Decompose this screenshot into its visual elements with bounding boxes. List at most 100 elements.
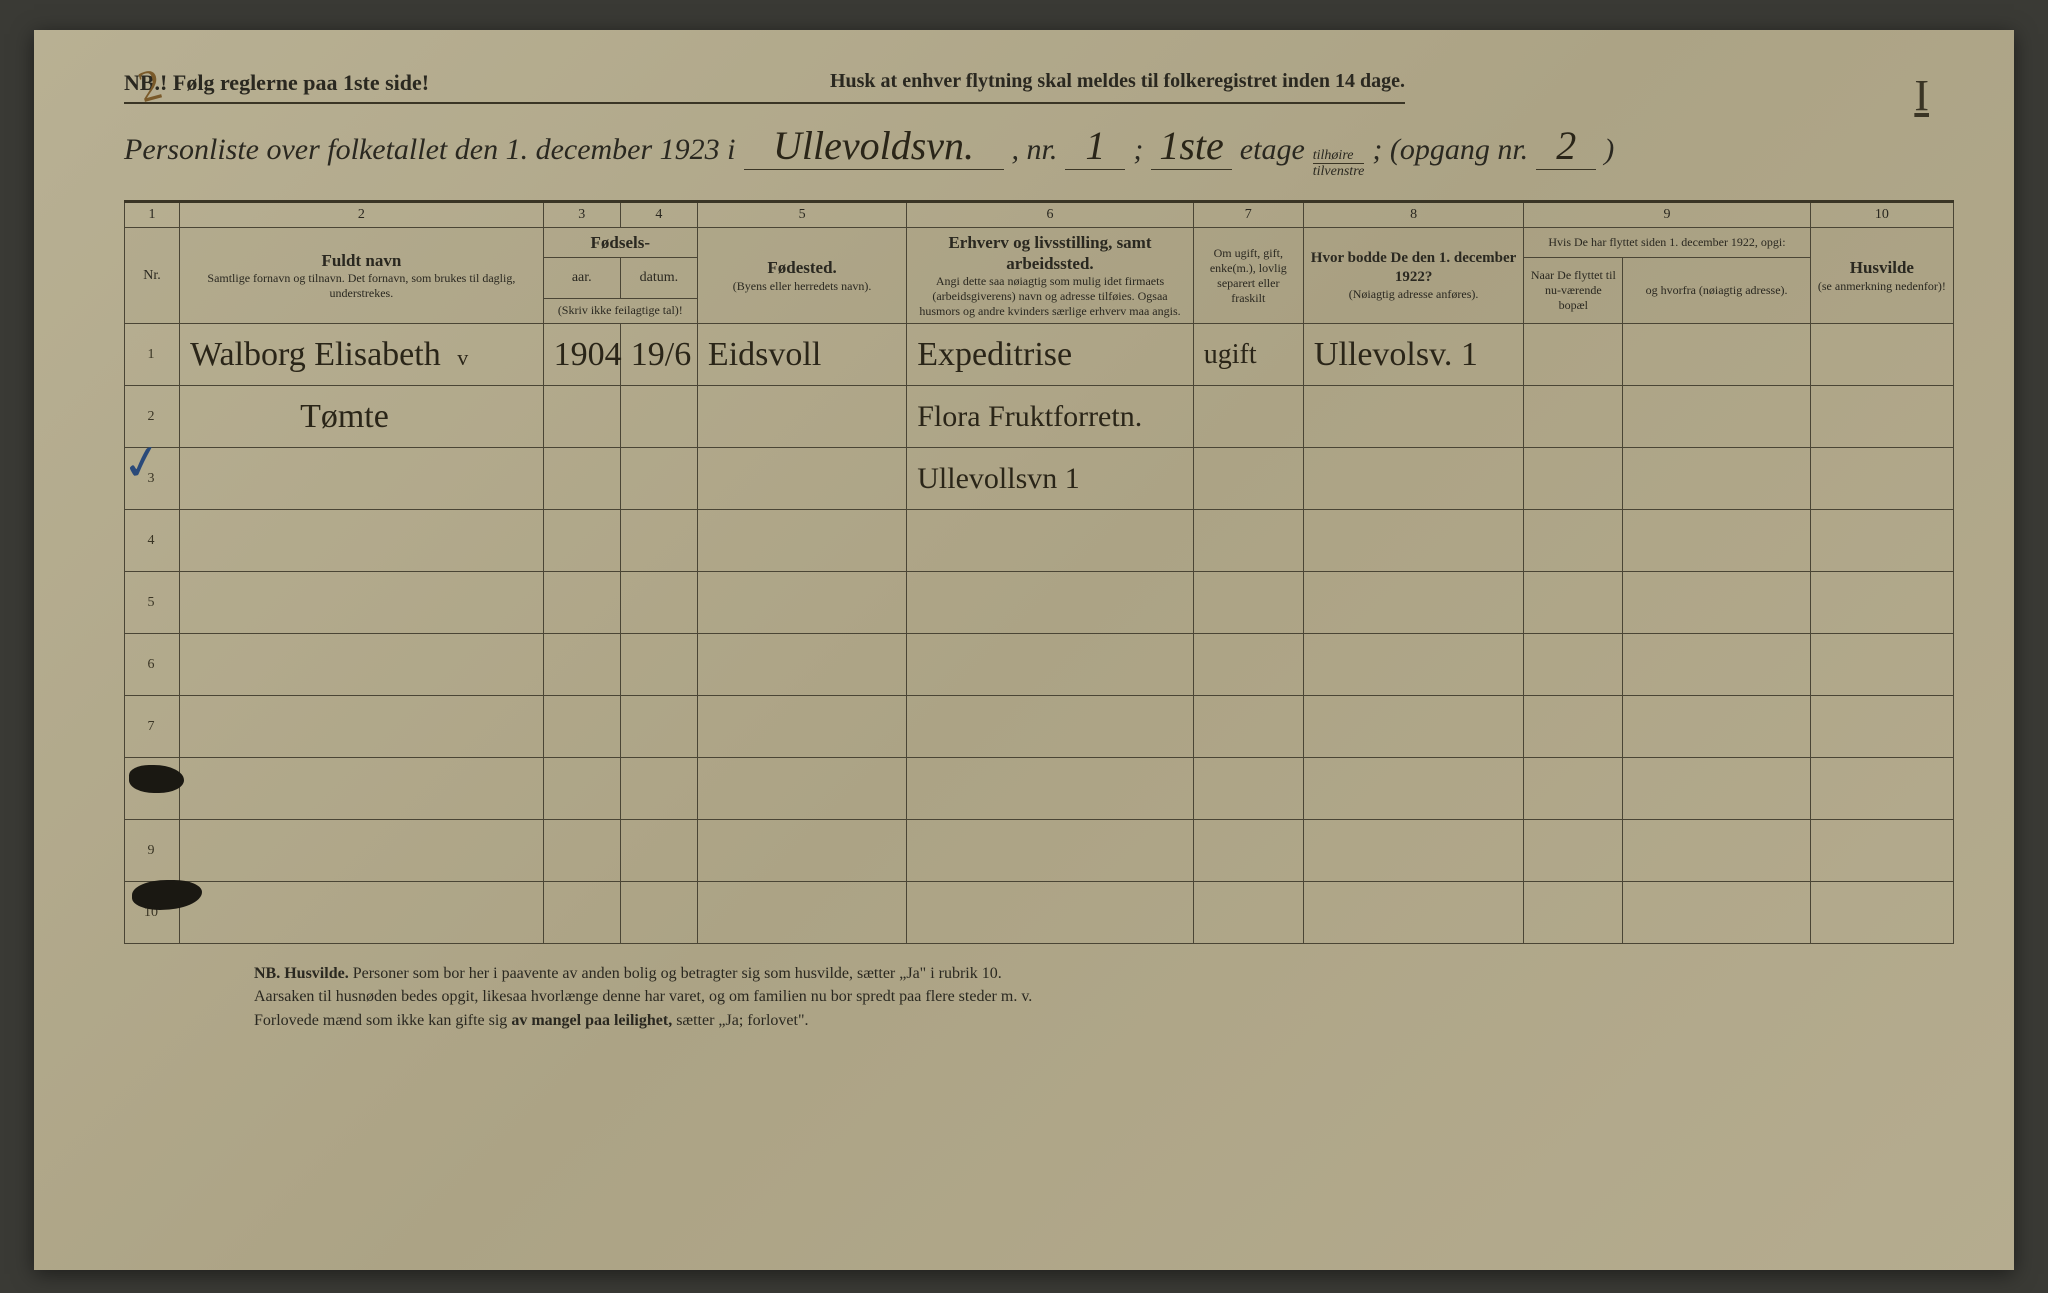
table-row: 6	[125, 634, 1954, 696]
header-occupation-sub: Angi dette saa nøiagtig som mulig idet f…	[913, 274, 1186, 319]
header-birthplace-main: Fødested.	[704, 257, 900, 278]
col-num: 8	[1303, 201, 1523, 227]
table-header: 1 2 3 4 5 6 7 8 9 10 Nr. Fuldt navn Samt…	[125, 201, 1954, 324]
cell-birth-date: 19/6	[620, 324, 697, 386]
header-moved-from: og hvorfra (nøiagtig adresse).	[1623, 258, 1810, 324]
header-name-sub: Samtlige fornavn og tilnavn. Det fornavn…	[186, 271, 537, 301]
entrance-number-handwritten: 2	[1536, 122, 1596, 170]
street-name-handwritten: Ullevoldsvn.	[744, 122, 1004, 170]
cell-empty	[697, 386, 906, 448]
cell-moved-from	[1623, 324, 1810, 386]
row-number: 7	[125, 696, 180, 758]
footnote-husvilde: Husvilde.	[284, 965, 348, 982]
birth-date-value: 19/6	[631, 336, 691, 373]
opgang-suffix: )	[1604, 133, 1614, 167]
col-num: 1	[125, 201, 180, 227]
table-row: 10	[125, 882, 1954, 944]
footnote-line1: Personer som bor her i paavente av anden…	[353, 965, 1002, 982]
title-prefix: Personliste over folketallet den 1. dece…	[124, 133, 736, 167]
cell-empty	[1303, 386, 1523, 448]
cell-empty	[1524, 448, 1623, 510]
census-form-page: 2 I ✓ NB.! Følg reglerne paa 1ste side! …	[34, 30, 2014, 1270]
cell-empty	[1193, 386, 1303, 448]
census-table: 1 2 3 4 5 6 7 8 9 10 Nr. Fuldt navn Samt…	[124, 200, 1954, 945]
cell-empty	[1623, 386, 1810, 448]
ink-blot	[129, 765, 184, 793]
semicolon: ;	[1133, 133, 1143, 167]
cell-empty	[1810, 386, 1953, 448]
cell-occupation: Expeditrise	[907, 324, 1193, 386]
table-row: 9	[125, 820, 1954, 882]
table-body: 1 Walborg Elisabeth v 1904 19/6 Eidsvoll…	[125, 324, 1954, 944]
page-number-right-handwritten: I	[1914, 70, 1929, 121]
header-homeless: Husvilde (se anmerkning nedenfor)!	[1810, 227, 1953, 324]
cell-empty	[1193, 448, 1303, 510]
cell-empty	[697, 448, 906, 510]
col-num: 4	[620, 201, 697, 227]
opgang-prefix: ; (opgang nr.	[1372, 133, 1528, 167]
frac-top: tilhøire	[1313, 148, 1365, 164]
nb-notice: NB.! Følg reglerne paa 1ste side!	[124, 70, 429, 96]
header-birthplace-sub: (Byens eller herredets navn).	[704, 279, 900, 294]
header-moved-when: Naar De flyttet til nu-værende bopæl	[1524, 258, 1623, 324]
footnote-line2: Aarsaken til husnøden bedes opgit, likes…	[254, 988, 1032, 1005]
table-row: 1 Walborg Elisabeth v 1904 19/6 Eidsvoll…	[125, 324, 1954, 386]
name-line1: Walborg Elisabeth	[190, 336, 441, 373]
cell-occupation-line3: Ullevollsvn 1	[907, 448, 1193, 510]
header-prev-addr-sub: (Nøiagtig adresse anføres).	[1310, 287, 1517, 302]
footnote-line3c: sætter „Ja; forlovet".	[676, 1012, 808, 1029]
nr-label: , nr.	[1012, 133, 1058, 167]
etage-label: etage	[1240, 133, 1305, 167]
floor-handwritten: 1ste	[1151, 122, 1231, 170]
cell-empty	[1524, 386, 1623, 448]
cell-empty	[543, 386, 620, 448]
cell-name: Walborg Elisabeth v	[180, 324, 544, 386]
cell-empty	[180, 448, 544, 510]
col-num: 6	[907, 201, 1193, 227]
table-row: 4	[125, 510, 1954, 572]
col-num: 10	[1810, 201, 1953, 227]
header-birthplace: Fødested. (Byens eller herredets navn).	[697, 227, 906, 324]
row-number: 9	[125, 820, 180, 882]
name-checkmark: v	[457, 345, 468, 370]
cell-homeless	[1810, 324, 1953, 386]
row-number: 1	[125, 324, 180, 386]
header-occupation-main: Erhverv og livsstilling, samt arbeidsste…	[913, 232, 1186, 275]
cell-name: Tømte	[180, 386, 544, 448]
cell-moved-when	[1524, 324, 1623, 386]
table-row: 8	[125, 758, 1954, 820]
cell-empty	[620, 448, 697, 510]
header-moved: Hvis De har flyttet siden 1. december 19…	[1524, 227, 1810, 257]
row-number: 4	[125, 510, 180, 572]
row-number: 6	[125, 634, 180, 696]
cell-empty	[1303, 448, 1523, 510]
col-num: 5	[697, 201, 906, 227]
row-number: 5	[125, 572, 180, 634]
cell-empty	[543, 448, 620, 510]
header-birth: Fødsels-	[543, 227, 697, 257]
cell-empty	[1810, 448, 1953, 510]
col-num: 2	[180, 201, 544, 227]
header-homeless-main: Husvilde	[1817, 257, 1947, 278]
header-homeless-sub: (se anmerkning nedenfor)!	[1817, 279, 1947, 294]
cell-occupation-line2: Flora Fruktforretn.	[907, 386, 1193, 448]
form-title-line: Personliste over folketallet den 1. dece…	[124, 122, 1954, 180]
top-notice-bar: NB.! Følg reglerne paa 1ste side! Husk a…	[124, 70, 1405, 104]
footnote-line3a: Forlovede mænd som ikke kan gifte sig	[254, 1012, 507, 1029]
header-birth-note: (Skriv ikke feilagtige tal)!	[543, 298, 697, 324]
cell-birth-year: 1904	[543, 324, 620, 386]
col-num: 9	[1524, 201, 1810, 227]
header-nr: Nr.	[125, 227, 180, 324]
frac-bottom: tilvenstre	[1313, 164, 1365, 179]
col-num: 7	[1193, 201, 1303, 227]
footnote-nb: NB.	[254, 965, 280, 982]
cell-empty	[620, 386, 697, 448]
header-prev-addr-main: Hvor bodde De den 1. december 1922?	[1310, 249, 1517, 287]
cell-empty	[1623, 448, 1810, 510]
side-fraction: tilhøire tilvenstre	[1313, 148, 1365, 180]
footnote-line3b: av mangel paa leilighet,	[511, 1012, 672, 1029]
cell-birthplace: Eidsvoll	[697, 324, 906, 386]
registration-reminder: Husk at enhver flytning skal meldes til …	[830, 70, 1405, 96]
table-row: 5	[125, 572, 1954, 634]
table-row: 2 Tømte Flora Fruktforretn.	[125, 386, 1954, 448]
